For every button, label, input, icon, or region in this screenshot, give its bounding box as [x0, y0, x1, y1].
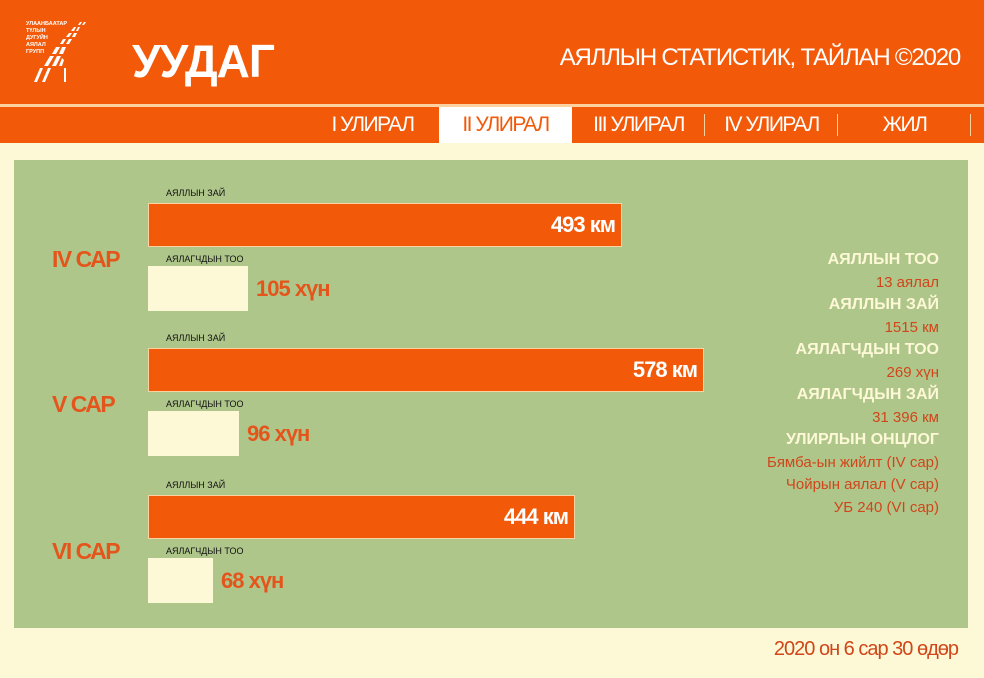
riders-bar — [148, 411, 239, 456]
stat-label: АЯЛЛЫН ЗАЙ — [828, 296, 939, 313]
report-date: 2020 он 6 сар 30 өдөр — [773, 638, 959, 660]
riders-value: 105 хүн — [256, 276, 331, 301]
distance-label: АЯЛЛЫН ЗАЙ — [166, 480, 226, 490]
tab-q1[interactable]: I УЛИРАЛ — [331, 113, 415, 136]
stat-label: АЯЛАГЧДЫН ТОО — [795, 341, 939, 358]
logo-line: ГРУПП — [26, 49, 45, 55]
stat-label: УЛИРЛЫН ОНЦЛОГ — [785, 431, 939, 448]
tab-year[interactable]: ЖИЛ — [838, 107, 971, 143]
logo-line: УЛААНБААТАР — [26, 21, 68, 27]
stat-value: 269 хүн — [886, 363, 939, 381]
stat-label: АЯЛАГЧДЫН ЗАЙ — [796, 386, 939, 403]
tab-q3[interactable]: III УЛИРАЛ — [572, 107, 705, 143]
stat-value: Чойрын аялал (V сар) — [785, 476, 939, 493]
stat-value: 13 аялал — [875, 273, 939, 291]
logo-line: ТҮЛЫН — [26, 28, 46, 34]
distance-value: 578 км — [632, 357, 698, 382]
tab-q2[interactable]: II УЛИРАЛ — [439, 107, 572, 143]
brand-name: УУДАГ — [132, 35, 275, 87]
divider — [0, 104, 984, 107]
month-group: АЯЛЛЫН ЗАЙ 578 км АЯЛАГЧДЫН ТОО 96 хүн V… — [14, 333, 968, 473]
stat-value: 1515 км — [884, 318, 939, 336]
logo-icon — [34, 22, 86, 82]
distance-bar: 444 км — [148, 495, 575, 539]
distance-label: АЯЛЛЫН ЗАЙ — [166, 188, 226, 198]
stat-value: УБ 240 (VI сар) — [833, 498, 939, 516]
month-label: VI САР — [52, 538, 121, 564]
page-title: АЯЛЛЫН СТАТИСТИК, ТАЙЛАН ©2020 — [559, 44, 961, 71]
riders-value: 68 хүн — [221, 568, 284, 593]
riders-bar — [148, 558, 213, 603]
logo-text: УЛААНБААТАР ТҮЛЫН ДУГУЙН АЯЛАЛ ГРУПП — [26, 21, 67, 56]
distance-label: АЯЛЛЫН ЗАЙ — [166, 333, 226, 343]
riders-label: АЯЛАГЧДЫН ТОО — [166, 254, 244, 264]
riders-bar — [148, 266, 248, 311]
stat-value: Бямба-ын жийлт (IV сар) — [766, 453, 939, 471]
stat-value: 31 396 км — [872, 408, 939, 426]
riders-label: АЯЛАГЧДЫН ТОО — [166, 399, 244, 409]
header: УЛААНБААТАР ТҮЛЫН ДУГУЙН АЯЛАЛ ГРУПП УУД… — [0, 0, 984, 104]
tab-q4[interactable]: IV УЛИРАЛ — [705, 107, 838, 143]
stat-label: АЯЛЛЫН ТОО — [827, 251, 939, 268]
riders-label: АЯЛАГЧДЫН ТОО — [166, 546, 244, 556]
logo-line: АЯЛАЛ — [26, 42, 46, 48]
month-label: IV САР — [52, 246, 121, 272]
quarter-summary: АЯЛЛЫН ТОО 13 аялал АЯЛЛЫН ЗАЙ 1515 км АЯЛАГ… — [767, 249, 939, 519]
month-label: V САР — [52, 391, 116, 417]
tab-bar: I УЛИРАЛ II УЛИРАЛ III УЛИРАЛ IV УЛИРАЛ … — [0, 107, 984, 143]
logo-line: ДУГУЙН — [26, 35, 48, 41]
distance-bar: 493 км — [148, 203, 622, 247]
distance-value: 493 км — [550, 212, 616, 237]
stats-panel: АЯЛЛЫН ЗАЙ 493 км АЯЛАГЧДЫН ТОО 105 хүн … — [14, 160, 968, 628]
riders-value: 96 хүн — [247, 421, 310, 446]
month-group: АЯЛЛЫН ЗАЙ 444 км АЯЛАГЧДЫН ТОО 68 хүн V… — [14, 480, 968, 620]
distance-bar: 578 км — [148, 348, 704, 392]
distance-value: 444 км — [503, 504, 569, 529]
month-group: АЯЛЛЫН ЗАЙ 493 км АЯЛАГЧДЫН ТОО 105 хүн … — [14, 188, 968, 328]
